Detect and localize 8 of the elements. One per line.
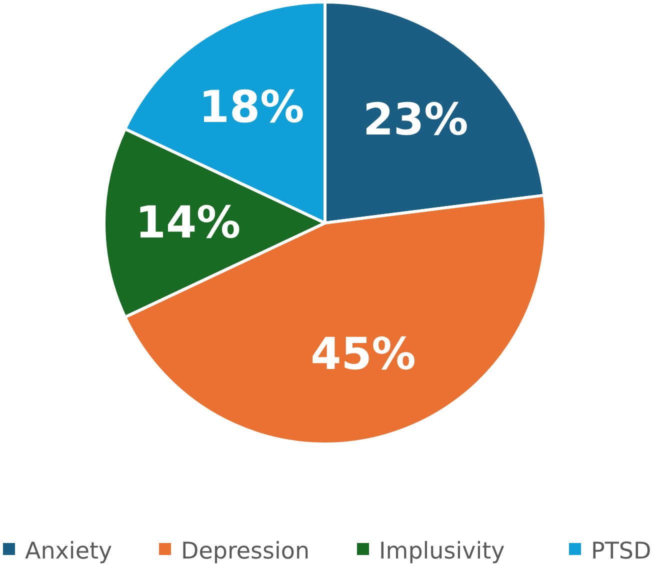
data-label: 23% (362, 94, 468, 146)
legend-label: Anxiety (25, 538, 112, 564)
legend-label: PTSD (591, 538, 652, 564)
data-label: 18% (198, 82, 304, 133)
legend-label: Depression (181, 538, 310, 564)
legend-label: Implusivity (379, 538, 505, 564)
data-label: 45% (310, 329, 416, 380)
data-label: 14% (135, 198, 241, 248)
